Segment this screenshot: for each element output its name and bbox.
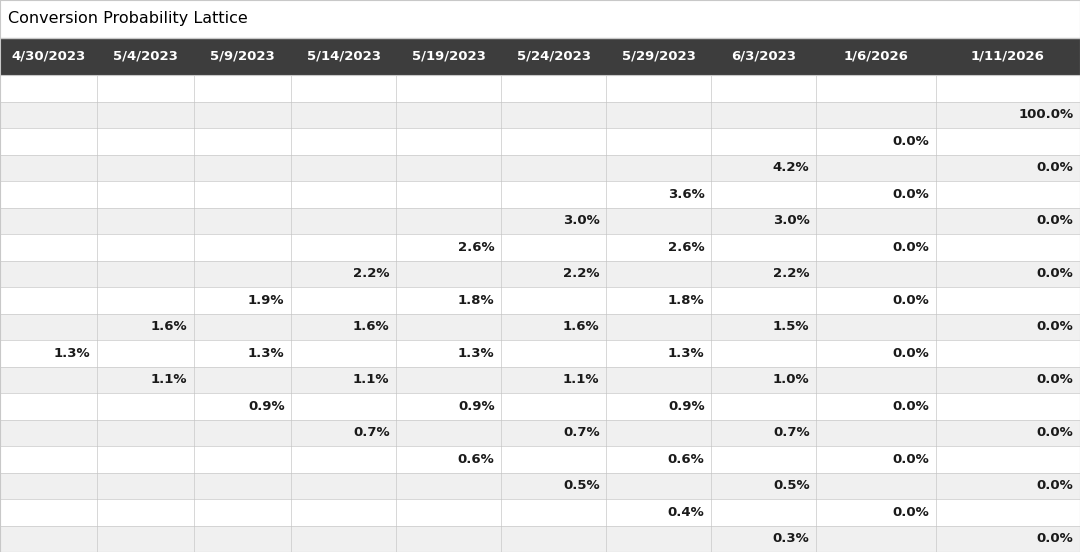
Bar [0,38,1080,75]
Bar [0,155,1080,181]
Bar [0,181,1080,208]
Text: 0.5%: 0.5% [563,479,599,492]
Text: 0.0%: 0.0% [1037,532,1074,545]
Text: 3.6%: 3.6% [667,188,704,201]
Text: Conversion Probability Lattice: Conversion Probability Lattice [8,11,247,26]
Text: 0.9%: 0.9% [667,400,704,413]
Text: 5/14/2023: 5/14/2023 [307,50,380,63]
Bar [0,446,1080,473]
Text: 0.0%: 0.0% [893,188,930,201]
Text: 1.1%: 1.1% [563,373,599,386]
Text: 0.0%: 0.0% [1037,267,1074,280]
Bar [0,0,1080,38]
Text: 0.6%: 0.6% [458,453,495,466]
Bar [0,102,1080,128]
Text: 2.6%: 2.6% [667,241,704,254]
Text: 1.6%: 1.6% [151,320,188,333]
Bar [0,234,1080,261]
Text: 4.2%: 4.2% [773,161,810,174]
Text: 0.0%: 0.0% [893,135,930,148]
Text: 0.9%: 0.9% [248,400,284,413]
Text: 1.6%: 1.6% [353,320,390,333]
Text: 2.6%: 2.6% [458,241,495,254]
Text: 3.0%: 3.0% [773,214,810,227]
Text: 2.2%: 2.2% [773,267,810,280]
Text: 0.0%: 0.0% [893,347,930,360]
Text: 4/30/2023: 4/30/2023 [12,50,85,63]
Text: 0.0%: 0.0% [893,506,930,519]
Text: 1.3%: 1.3% [458,347,495,360]
Text: 0.7%: 0.7% [563,426,599,439]
Text: 0.0%: 0.0% [1037,479,1074,492]
Text: 1.3%: 1.3% [54,347,91,360]
Text: 0.0%: 0.0% [893,400,930,413]
Text: 0.3%: 0.3% [773,532,810,545]
Text: 5/19/2023: 5/19/2023 [411,50,485,63]
Text: 1.6%: 1.6% [563,320,599,333]
Bar [0,526,1080,552]
Text: 1/11/2026: 1/11/2026 [971,50,1045,63]
Bar [0,393,1080,420]
Bar [0,420,1080,446]
Bar [0,261,1080,287]
Text: 2.2%: 2.2% [563,267,599,280]
Text: 0.5%: 0.5% [773,479,810,492]
Text: 0.0%: 0.0% [1037,320,1074,333]
Text: 0.9%: 0.9% [458,400,495,413]
Text: 5/29/2023: 5/29/2023 [622,50,696,63]
Text: 5/24/2023: 5/24/2023 [516,50,591,63]
Text: 6/3/2023: 6/3/2023 [731,50,796,63]
Text: 0.0%: 0.0% [1037,373,1074,386]
Text: 2.2%: 2.2% [353,267,390,280]
Bar [0,499,1080,526]
Text: 3.0%: 3.0% [563,214,599,227]
Text: 0.7%: 0.7% [773,426,810,439]
Bar [0,340,1080,367]
Text: 0.6%: 0.6% [667,453,704,466]
Text: 100.0%: 100.0% [1018,108,1074,121]
Text: 0.4%: 0.4% [667,506,704,519]
Bar [0,128,1080,155]
Bar [0,287,1080,314]
Text: 0.0%: 0.0% [893,241,930,254]
Text: 1.8%: 1.8% [458,294,495,307]
Text: 0.7%: 0.7% [353,426,390,439]
Text: 1.1%: 1.1% [353,373,390,386]
Text: 5/4/2023: 5/4/2023 [113,50,178,63]
Text: 1/6/2026: 1/6/2026 [843,50,908,63]
Text: 0.0%: 0.0% [1037,161,1074,174]
Text: 0.0%: 0.0% [893,294,930,307]
Text: 1.3%: 1.3% [667,347,704,360]
Bar [0,314,1080,340]
Bar [0,75,1080,102]
Text: 1.3%: 1.3% [248,347,284,360]
Text: 0.0%: 0.0% [893,453,930,466]
Text: 1.8%: 1.8% [667,294,704,307]
Text: 1.5%: 1.5% [773,320,810,333]
Bar [0,367,1080,393]
Text: 1.9%: 1.9% [248,294,284,307]
Bar [0,208,1080,234]
Bar [0,473,1080,499]
Text: 0.0%: 0.0% [1037,426,1074,439]
Text: 5/9/2023: 5/9/2023 [211,50,275,63]
Text: 0.0%: 0.0% [1037,214,1074,227]
Text: 1.1%: 1.1% [151,373,188,386]
Text: 1.0%: 1.0% [773,373,810,386]
